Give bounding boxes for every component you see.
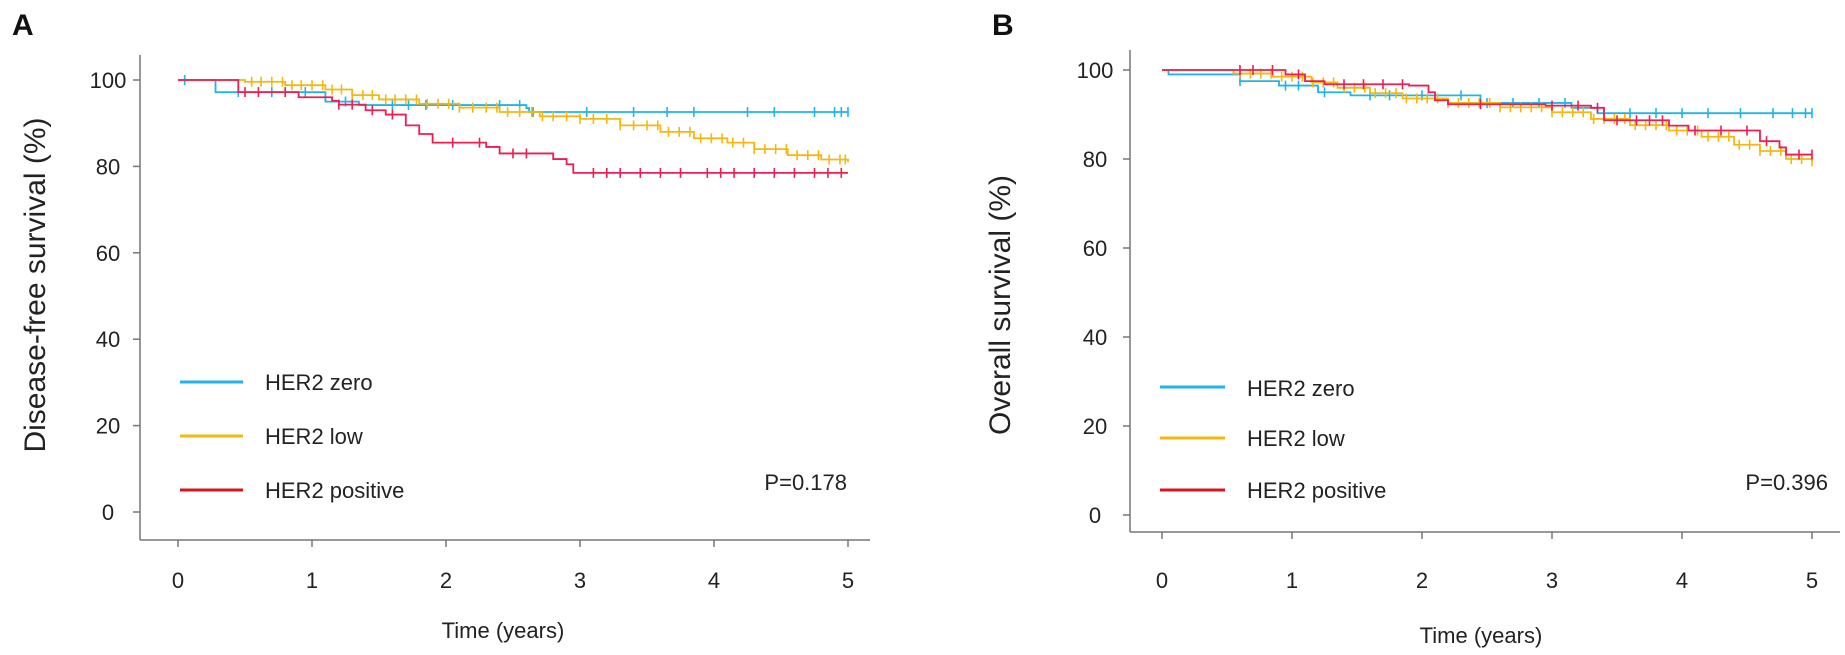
- panel-a: A Disease-free survival (%) 020406080100…: [12, 9, 870, 643]
- x-tick-label: 1: [1286, 568, 1298, 593]
- panel-label-a: A: [12, 9, 34, 42]
- x-tick-label: 2: [1416, 568, 1428, 593]
- legend-b: HER2 zero HER2 low HER2 positive: [1160, 376, 1386, 503]
- y-tick-label: 40: [1083, 325, 1107, 350]
- survival-curve-her2-low: [1162, 69, 1813, 162]
- y-tick-label: 60: [1083, 236, 1107, 261]
- series-her2-positive: [1162, 65, 1813, 160]
- y-tick-label: 80: [1083, 147, 1107, 172]
- y-tick-label: 60: [96, 241, 120, 266]
- legend-label-her2-positive: HER2 positive: [1247, 478, 1386, 503]
- survival-curve-her2-zero: [178, 79, 848, 113]
- x-tick-label: 5: [842, 568, 854, 593]
- y-axis-label-a: Disease-free survival (%): [19, 117, 52, 452]
- survival-curves-b: [1162, 65, 1813, 167]
- survival-curve-her2-positive: [178, 79, 848, 174]
- legend-a: HER2 zero HER2 low HER2 positive: [180, 370, 404, 503]
- legend-label-her2-zero: HER2 zero: [1247, 376, 1355, 401]
- x-tick-label: 0: [172, 568, 184, 593]
- survival-curve-her2-zero: [1162, 69, 1812, 115]
- x-tick-label: 0: [1156, 568, 1168, 593]
- panel-label-b: B: [992, 9, 1014, 42]
- x-tick-label: 3: [574, 568, 586, 593]
- y-tick-label: 20: [96, 414, 120, 439]
- survival-curves-a: [178, 75, 849, 178]
- x-tick-label: 1: [306, 568, 318, 593]
- legend-label-her2-low: HER2 low: [1247, 426, 1345, 451]
- survival-curve-her2-positive: [1162, 69, 1812, 156]
- x-tick-label: 3: [1546, 568, 1558, 593]
- y-tick-label: 100: [90, 68, 127, 93]
- x-tick-label: 5: [1806, 568, 1818, 593]
- y-tick-label: 80: [96, 154, 120, 179]
- y-axis-label-b: Overall survival (%): [984, 175, 1017, 435]
- p-value-b: P=0.396: [1745, 470, 1828, 495]
- series-her2-low: [1162, 68, 1813, 167]
- x-tick-label: 2: [440, 568, 452, 593]
- p-value-a: P=0.178: [764, 470, 847, 495]
- legend-label-her2-zero: HER2 zero: [265, 370, 373, 395]
- series-her2-low: [178, 76, 849, 165]
- y-tick-label: 100: [1077, 58, 1114, 83]
- panel-b: B Overall survival (%) 0 20 40 60 80 100 0 1 2 3 4…: [984, 9, 1840, 648]
- y-tick-label: 0: [1089, 503, 1101, 528]
- x-axis-label-a: Time (years): [442, 618, 565, 643]
- y-tick-label: 0: [102, 500, 114, 525]
- legend-label-her2-low: HER2 low: [265, 424, 363, 449]
- legend-label-her2-positive: HER2 positive: [265, 478, 404, 503]
- x-tick-label: 4: [708, 568, 720, 593]
- x-tick-label: 4: [1676, 568, 1688, 593]
- series-her2-positive: [178, 79, 848, 178]
- x-axis-label-b: Time (years): [1420, 623, 1543, 648]
- ticks-b: 0 20 40 60 80 100 0 1 2 3 4 5: [1077, 58, 1818, 593]
- y-tick-label: 20: [1083, 414, 1107, 439]
- series-her2-zero: [1162, 69, 1813, 119]
- ticks-a: 0 20 40 60 80 100 0 1 2 3 4 5: [90, 68, 854, 593]
- y-tick-label: 40: [96, 327, 120, 352]
